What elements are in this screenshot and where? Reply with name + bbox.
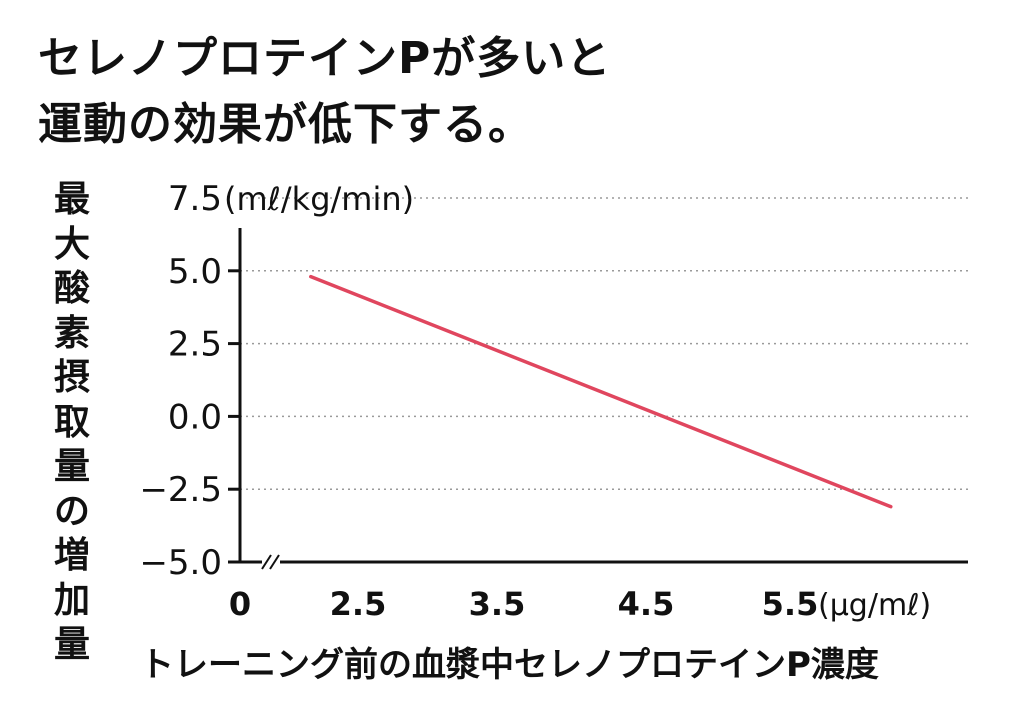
y-axis-label-char: 摂 — [53, 357, 90, 398]
x-tick-label: 0 — [229, 585, 251, 623]
y-axis-label-char: 最 — [53, 179, 90, 220]
y-axis-label-char: 取 — [53, 401, 90, 443]
y-axis-label-char: 量 — [53, 446, 90, 487]
x-axis-unit: (μg/mℓ) — [818, 588, 931, 623]
chart-title: セレノプロテインPが多いと 運動の効果が低下する。 — [38, 26, 611, 158]
x-tick-label: 2.5 — [330, 585, 387, 623]
y-axis-label: 最大酸素摂取量の増加量 — [48, 178, 96, 668]
y-tick-label: 7.5 — [168, 179, 222, 219]
series-line — [309, 274, 893, 509]
x-tick-label: 4.5 — [618, 585, 675, 623]
y-tick-label: −5.0 — [139, 543, 222, 583]
chart-title-line-1: セレノプロテインPが多いと — [38, 33, 612, 84]
y-tick-label: −2.5 — [139, 470, 222, 510]
y-tick-label: 5.0 — [168, 252, 222, 292]
x-tick-label: 5.5 — [762, 585, 819, 623]
y-axis-label-char: 大 — [53, 223, 90, 265]
y-axis-unit: (mℓ/kg/min) — [224, 180, 414, 218]
x-tick-label: 3.5 — [469, 585, 526, 623]
y-axis-label-char: 量 — [53, 624, 90, 665]
y-axis-label-char: 素 — [53, 312, 90, 354]
axis-break-mark — [269, 554, 280, 570]
y-axis-label-char: 加 — [53, 579, 90, 621]
y-tick-label: 0.0 — [168, 397, 222, 437]
y-tick-label: 2.5 — [168, 325, 222, 365]
y-axis-label-char: 増 — [53, 535, 90, 576]
axis-break-gap — [262, 554, 280, 570]
x-axis-label: トレーニング前の血漿中セレノプロテインP濃度 — [140, 645, 879, 685]
y-axis-label-char: の — [53, 490, 90, 532]
chart-title-line-2: 運動の効果が低下する。 — [38, 99, 533, 150]
y-axis-label-char: 酸 — [53, 268, 90, 309]
axis-break-mark — [261, 554, 272, 570]
